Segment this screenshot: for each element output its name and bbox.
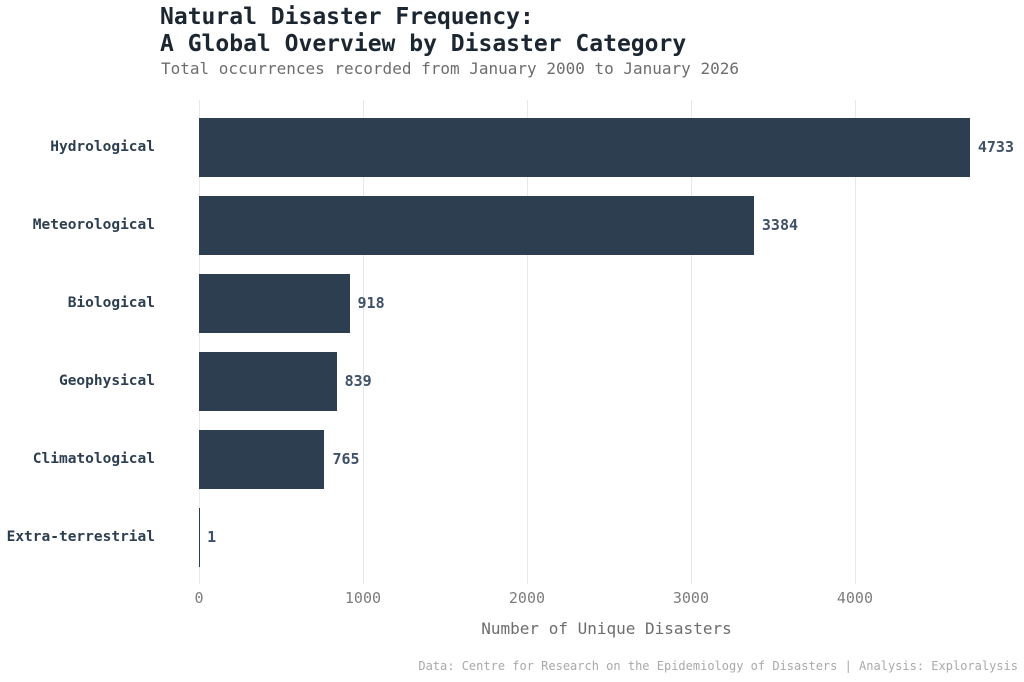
- x-tick-label: 0: [194, 589, 204, 607]
- gridline: [526, 100, 528, 584]
- category-label: Hydrological: [50, 139, 155, 155]
- value-label: 3384: [761, 216, 799, 234]
- chart-title: Natural Disaster Frequency: A Global Ove…: [160, 4, 687, 57]
- plot-area: 4733 3384 918 839 765 1: [199, 100, 1014, 584]
- bar-row: 1: [199, 498, 1014, 576]
- bar-row: 918: [199, 264, 1014, 342]
- gridline: [199, 100, 200, 584]
- bar: [199, 273, 350, 333]
- value-label: 918: [357, 294, 385, 312]
- category-labels: Hydrological Meteorological Biological Geop…: [0, 108, 155, 576]
- x-tick-label: 4000: [836, 589, 873, 607]
- category-label: Biological: [67, 295, 155, 311]
- source-attribution: Data: Centre for Research on the Epidemi…: [418, 659, 1018, 673]
- chart-subtitle: Total occurrences recorded from January …: [161, 59, 739, 78]
- value-label: 4733: [977, 138, 1014, 156]
- value-label: 839: [344, 372, 372, 390]
- gridline: [362, 100, 364, 584]
- bar: [199, 195, 754, 255]
- gridline: [854, 100, 856, 584]
- bar-row: 765: [199, 420, 1014, 498]
- category-label: Meteorological: [32, 217, 155, 233]
- gridline: [690, 100, 692, 584]
- value-label: 765: [332, 450, 360, 468]
- bar-rows: 4733 3384 918 839 765 1: [199, 108, 1014, 576]
- bar-row: 3384: [199, 186, 1014, 264]
- value-label: 1: [207, 528, 217, 546]
- x-tick-label: 2000: [508, 589, 546, 607]
- x-axis-label: Number of Unique Disasters: [481, 619, 732, 638]
- bar: [199, 429, 325, 489]
- grid-layer: [199, 100, 1014, 584]
- category-label: Climatological: [32, 451, 155, 467]
- bar-row: 839: [199, 342, 1014, 420]
- bar: [199, 351, 337, 411]
- category-label: Extra-terrestrial: [6, 529, 155, 545]
- category-label: Geophysical: [58, 373, 155, 389]
- x-ticks: 0 1000 2000 3000 4000: [194, 589, 1014, 607]
- bar-row: 4733: [199, 108, 1014, 186]
- bar: [199, 117, 970, 177]
- x-tick-label: 3000: [672, 589, 709, 607]
- x-tick-label: 1000: [344, 589, 382, 607]
